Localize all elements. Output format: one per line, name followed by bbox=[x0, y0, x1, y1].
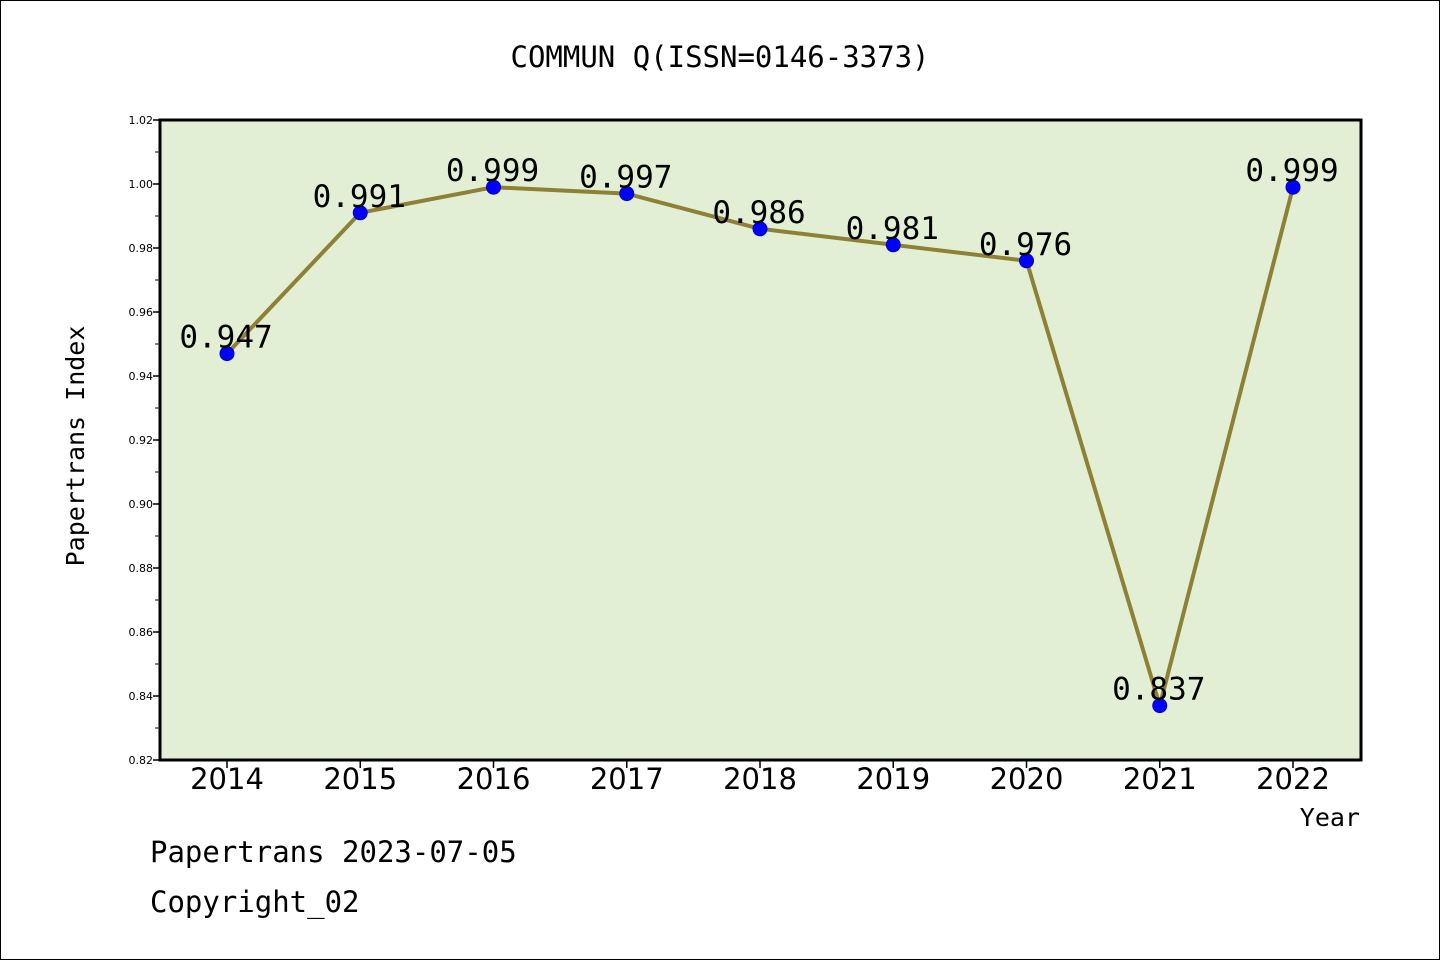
x-tick-label: 2015 bbox=[323, 762, 397, 796]
data-point bbox=[619, 186, 635, 202]
y-axis-ticks: 0.82 0.84 0.86 0.88 0.90 0.92 0.94 0.96 0.98 1.00… bbox=[129, 114, 160, 767]
y-tick-label: 0.88 bbox=[129, 562, 154, 575]
x-tick-label: 2020 bbox=[990, 762, 1064, 796]
data-label: 0.976 bbox=[979, 227, 1072, 263]
x-tick-label: 2022 bbox=[1256, 762, 1330, 796]
x-tick-label: 2019 bbox=[856, 762, 930, 796]
data-label: 0.991 bbox=[313, 179, 406, 215]
y-tick-label: 0.86 bbox=[129, 626, 154, 639]
data-point bbox=[486, 179, 501, 195]
data-label: 0.837 bbox=[1112, 672, 1205, 708]
x-tick-label: 2018 bbox=[723, 762, 797, 796]
series-group: 0.947 0.991 0.999 0.997 0.986 0.981 0.976 0.837… bbox=[179, 153, 1339, 714]
data-point bbox=[752, 221, 768, 237]
data-label: 0.999 bbox=[1245, 153, 1338, 189]
y-tick-label: 1.00 bbox=[129, 178, 154, 191]
y-tick-label: 0.98 bbox=[129, 242, 154, 255]
x-axis-label: Year bbox=[1300, 803, 1360, 832]
y-axis-label: Papertrans Index bbox=[61, 326, 90, 567]
y-tick-label: 0.90 bbox=[129, 498, 154, 511]
x-tick-label: 2014 bbox=[190, 762, 264, 796]
x-tick-label: 2016 bbox=[457, 762, 531, 796]
x-tick-label: 2021 bbox=[1123, 762, 1197, 796]
x-axis-ticks: 2014 2015 2016 2017 2018 2019 2020 2021 2022 bbox=[190, 760, 1330, 796]
y-tick-label: 0.82 bbox=[129, 754, 154, 767]
y-tick-label: 0.84 bbox=[129, 690, 154, 703]
footer-date-line: Papertrans 2023-07-05 bbox=[150, 835, 517, 869]
data-point bbox=[1152, 698, 1168, 714]
data-label: 0.981 bbox=[846, 211, 939, 247]
x-tick-label: 2017 bbox=[590, 762, 664, 796]
data-point bbox=[352, 205, 368, 221]
data-point bbox=[219, 346, 235, 362]
data-label: 0.997 bbox=[579, 160, 672, 196]
y-tick-label: 0.96 bbox=[129, 306, 154, 319]
footer-copyright-line: Copyright_02 bbox=[150, 885, 360, 919]
y-tick-label: 1.02 bbox=[129, 114, 154, 127]
data-point bbox=[885, 237, 901, 253]
data-point bbox=[1019, 253, 1034, 269]
data-label: 0.947 bbox=[179, 320, 272, 356]
data-label: 0.986 bbox=[712, 195, 805, 231]
y-tick-label: 0.94 bbox=[129, 370, 154, 383]
data-point bbox=[1285, 179, 1301, 195]
y-tick-label: 0.92 bbox=[129, 434, 154, 447]
data-label: 0.999 bbox=[446, 153, 539, 189]
chart-title: COMMUN Q(ISSN=0146-3373) bbox=[510, 40, 929, 74]
